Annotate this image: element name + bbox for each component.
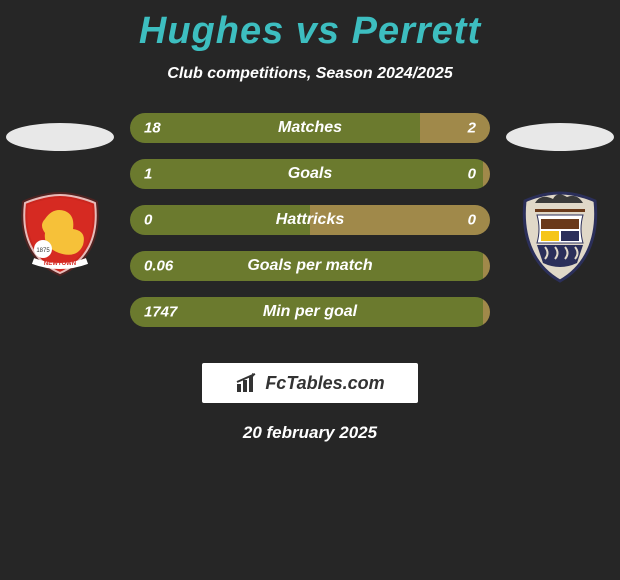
stat-label: Hattricks — [276, 211, 344, 229]
stat-right-value: 0 — [468, 212, 476, 229]
stat-right-value: 2 — [468, 120, 476, 137]
stat-row: 18 Matches 2 — [130, 113, 490, 143]
brand-logo: FcTables.com — [202, 363, 418, 403]
stat-left-value: 0.06 — [144, 258, 173, 275]
stat-row: 1747 Min per goal — [130, 297, 490, 327]
svg-text:NEWTOWN: NEWTOWN — [44, 261, 76, 267]
svg-text:1875: 1875 — [36, 248, 50, 254]
stat-row: 1 Goals 0 — [130, 159, 490, 189]
stat-label: Min per goal — [263, 303, 357, 321]
brand-text: FcTables.com — [265, 373, 384, 394]
stat-row: 0.06 Goals per match — [130, 251, 490, 281]
stat-label: Goals per match — [247, 257, 372, 275]
player-silhouette-placeholder — [6, 123, 114, 151]
page-title: Hughes vs Perrett — [0, 0, 620, 53]
stat-label: Matches — [278, 119, 342, 137]
stat-right-value: 0 — [468, 166, 476, 183]
right-player-column — [500, 113, 620, 290]
stat-label: Goals — [288, 165, 332, 183]
stat-bar-right — [483, 159, 490, 189]
newtown-crest-icon: 1875 NEWTOWN — [15, 189, 105, 284]
stat-left-value: 0 — [144, 212, 152, 229]
comparison-panel: 1875 NEWTOWN 18 Matches 2 1 Goals 0 0 Hattricks — [0, 113, 620, 353]
stat-bar-left — [130, 113, 420, 143]
stat-bar-right — [420, 113, 490, 143]
date-text: 20 february 2025 — [0, 423, 620, 443]
stat-bar-right — [483, 251, 490, 281]
stat-left-value: 18 — [144, 120, 161, 137]
bars-chart-icon — [235, 372, 261, 394]
stat-left-value: 1747 — [144, 304, 177, 321]
opponent-crest-icon — [515, 189, 605, 290]
left-player-column: 1875 NEWTOWN — [0, 113, 120, 284]
stat-row: 0 Hattricks 0 — [130, 205, 490, 235]
stat-bar-right — [483, 297, 490, 327]
stat-left-value: 1 — [144, 166, 152, 183]
comparison-bars: 18 Matches 2 1 Goals 0 0 Hattricks 0 0.06 Goals pe… — [130, 113, 490, 343]
subtitle: Club competitions, Season 2024/2025 — [0, 65, 620, 83]
player-silhouette-placeholder — [506, 123, 614, 151]
